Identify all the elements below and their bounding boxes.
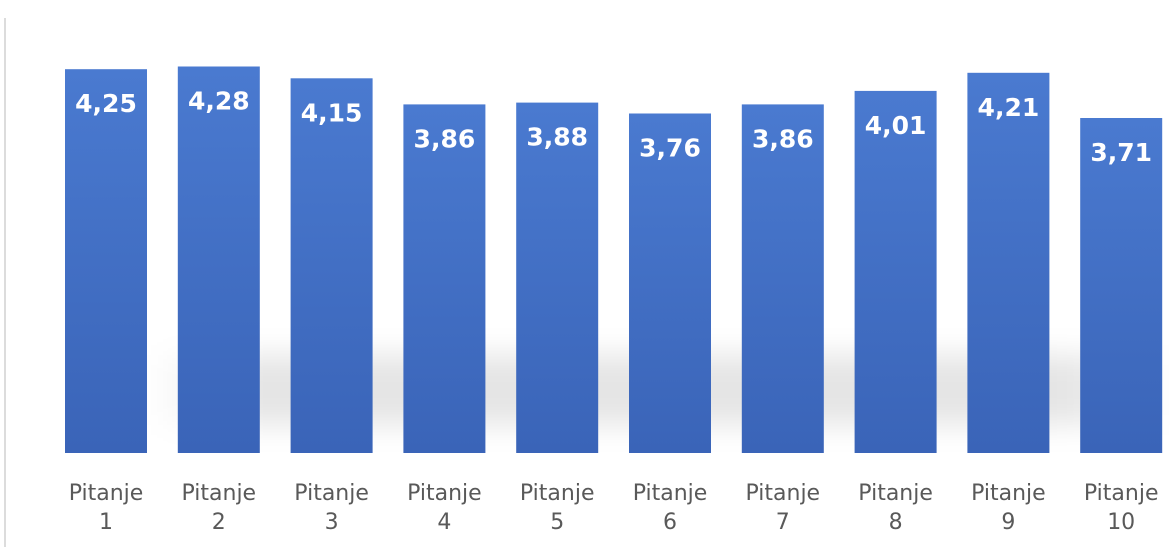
category-label-pitanje-4-word: Pitanje — [407, 481, 482, 506]
category-label-pitanje-1-number: 1 — [99, 510, 113, 535]
category-label-pitanje-8-number: 8 — [889, 510, 903, 535]
data-label-pitanje-2: 4,28 — [188, 87, 250, 116]
bar-pitanje-5 — [516, 102, 599, 453]
category-labels-layer: Pitanje 1 Pitanje 2 Pitanje 3 Pitanje 4 Pitanje 5… — [69, 481, 1159, 535]
data-label-pitanje-5: 3,88 — [526, 123, 588, 152]
data-label-pitanje-9: 4,21 — [978, 93, 1040, 122]
bars-layer — [65, 66, 1163, 454]
data-label-pitanje-8: 4,01 — [865, 111, 927, 140]
category-label-pitanje-8-word: Pitanje — [858, 481, 933, 506]
data-label-pitanje-3: 4,15 — [301, 98, 363, 127]
bar-pitanje-10 — [1080, 118, 1163, 453]
bar-pitanje-6 — [629, 113, 711, 453]
bar-pitanje-1 — [65, 69, 147, 453]
category-label-pitanje-5-word: Pitanje — [520, 481, 595, 506]
category-label-pitanje-9-word: Pitanje — [971, 481, 1046, 506]
category-label-pitanje-3-word: Pitanje — [294, 481, 369, 506]
data-label-pitanje-1: 4,25 — [75, 89, 137, 118]
bar-pitanje-8 — [854, 90, 937, 454]
bar-pitanje-7 — [741, 104, 824, 454]
bar-pitanje-9 — [967, 72, 1050, 454]
category-label-pitanje-7-number: 7 — [776, 510, 790, 535]
category-label-pitanje-10-number: 10 — [1107, 510, 1135, 535]
category-label-pitanje-1-word: Pitanje — [69, 481, 144, 506]
category-label-pitanje-4-number: 4 — [437, 510, 451, 535]
data-label-pitanje-4: 3,86 — [414, 124, 476, 153]
data-label-pitanje-7: 3,86 — [752, 124, 814, 153]
category-label-pitanje-6-word: Pitanje — [633, 481, 708, 506]
category-label-pitanje-3-number: 3 — [325, 510, 339, 535]
category-label-pitanje-9-number: 9 — [1001, 510, 1015, 535]
bar-pitanje-4 — [403, 104, 486, 454]
category-label-pitanje-2-word: Pitanje — [182, 481, 257, 506]
category-label-pitanje-6-number: 6 — [663, 510, 677, 535]
category-label-pitanje-2-number: 2 — [212, 510, 226, 535]
bar-pitanje-2 — [177, 66, 260, 453]
data-label-pitanje-10: 3,71 — [1090, 138, 1152, 167]
value-labels-layer: 4,25 4,28 4,15 3,86 3,88 3,76 3,86 4,01 4,21 3,71 — [75, 87, 1152, 168]
category-label-pitanje-5-number: 5 — [550, 510, 564, 535]
data-label-pitanje-6: 3,76 — [639, 134, 701, 163]
bar-pitanje-3 — [290, 78, 373, 454]
category-label-pitanje-10-word: Pitanje — [1084, 481, 1159, 506]
category-label-pitanje-7-word: Pitanje — [746, 481, 821, 506]
